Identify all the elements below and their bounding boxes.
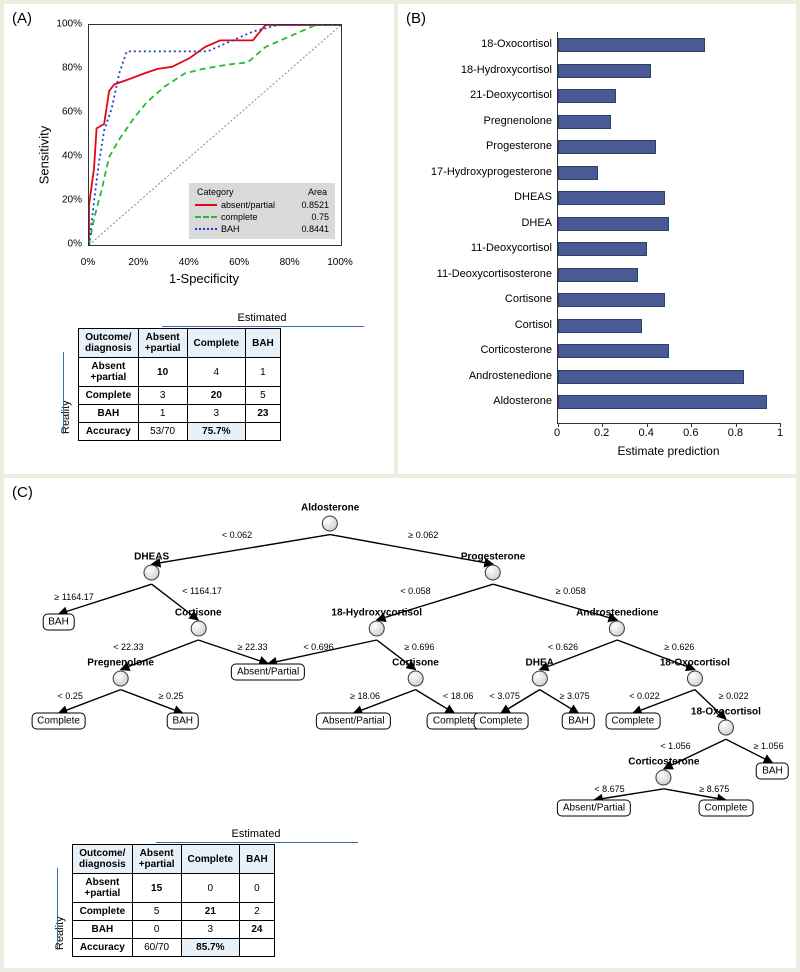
panel-c: (C) < 0.062≥ 0.062≥ 1164.17< 1164.17< 0.…: [4, 478, 796, 968]
roc-xlabel: 1-Specificity: [169, 271, 239, 286]
bar-xlabel: Estimate prediction: [557, 444, 780, 458]
roc-plot-area: Category Area absent/partial0.8521comple…: [88, 24, 342, 246]
panel-b: (B) 18-Oxocortisol18-Hydroxycortisol21-D…: [398, 4, 796, 474]
bar-xticks: 00.20.40.60.81: [557, 423, 780, 439]
figure-root: (A) Sensitivity Category Area absent/par…: [0, 0, 800, 972]
legend-rows: absent/partial0.8521complete0.75BAH0.844…: [195, 199, 329, 235]
confusion-table-a: Outcome/ diagnosisAbsent +partialComplet…: [78, 328, 281, 441]
tableC-caption-estimated: Estimated: [156, 828, 356, 840]
legend-col-area: Area: [308, 187, 327, 197]
tableC-caption-reality: Reality: [54, 916, 66, 950]
tableA-caption-estimated: Estimated: [162, 312, 362, 324]
panel-a: (A) Sensitivity Category Area absent/par…: [4, 4, 394, 474]
tableC-top-rule: [156, 842, 358, 843]
roc-legend: Category Area absent/partial0.8521comple…: [189, 183, 335, 239]
tableA-caption-reality: Reality: [60, 400, 72, 434]
tableA-left-rule: [63, 352, 64, 434]
bar-chart: 18-Oxocortisol18-Hydroxycortisol21-Deoxy…: [402, 26, 786, 456]
panel-a-label: (A): [12, 10, 32, 27]
bar-plot-area: 18-Oxocortisol18-Hydroxycortisol21-Deoxy…: [557, 32, 780, 424]
confusion-table-c: Outcome/ diagnosisAbsent +partialComplet…: [72, 844, 275, 957]
roc-ylabel: Sensitivity: [37, 126, 52, 185]
tableA-top-rule: [162, 326, 364, 327]
decision-tree: < 0.062≥ 0.062≥ 1164.17< 1164.17< 0.058≥…: [12, 498, 788, 808]
panel-b-label: (B): [406, 10, 426, 27]
tableC-left-rule: [57, 868, 58, 950]
roc-chart: Sensitivity Category Area absent/partial…: [52, 20, 356, 290]
legend-col-category: Category: [197, 187, 234, 197]
